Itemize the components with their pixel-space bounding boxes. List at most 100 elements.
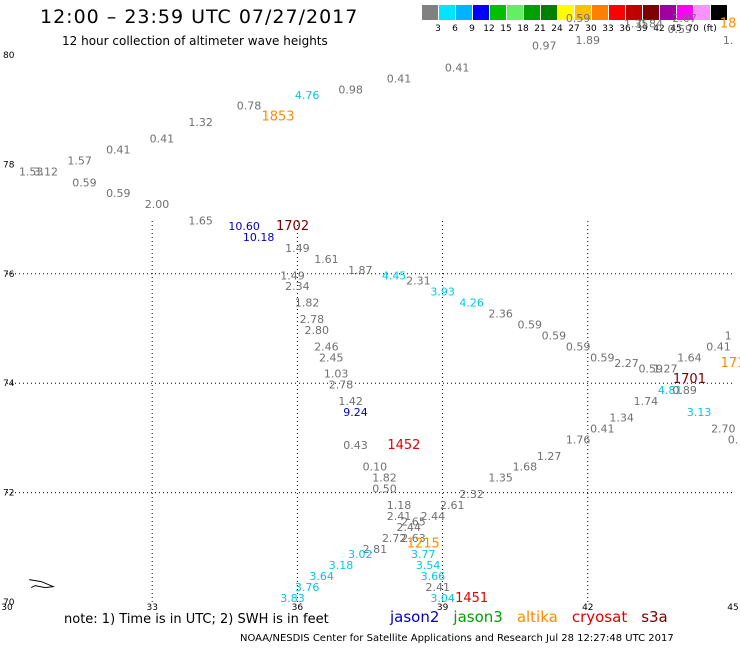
scale-label: 18 xyxy=(517,24,529,34)
y-tick-label: 70 xyxy=(3,598,15,608)
x-tick-label: 30 xyxy=(1,603,13,613)
swh-value: 2.65 xyxy=(401,515,426,528)
swh-value: 2.78 xyxy=(300,313,325,326)
scale-swatch xyxy=(592,5,608,20)
swh-value: 2.44 xyxy=(421,510,446,523)
swh-value: 1.03 xyxy=(324,368,349,381)
swh-value: 1.35 xyxy=(488,472,513,485)
scale-label: 24 xyxy=(551,24,563,34)
swh-value: 2.27 xyxy=(614,357,639,370)
swh-value: 3.02 xyxy=(348,548,373,561)
swh-value: 1. xyxy=(723,34,734,47)
swh-value: 0.78 xyxy=(237,100,262,113)
scale-swatch xyxy=(558,5,574,20)
swh-value: 0.59 xyxy=(590,351,615,364)
swh-value: 1.35 xyxy=(624,18,649,31)
scale-label: 70 xyxy=(687,24,699,34)
swh-value: 0.97 xyxy=(532,40,557,53)
x-tick-label: 45 xyxy=(727,603,738,613)
swh-value: 3.13 xyxy=(687,406,712,419)
scale-swatch xyxy=(541,5,557,20)
swh-value: 1.61 xyxy=(314,253,339,266)
satellite-legend: jason2 jason3 altika cryosat s3a xyxy=(390,608,682,626)
swh-value: 2.70 xyxy=(711,422,736,435)
swh-value: 9.24 xyxy=(343,406,368,419)
swh-value: 1.89 xyxy=(576,34,601,47)
y-tick-label: 78 xyxy=(3,160,15,170)
y-tick-label: 76 xyxy=(3,270,15,280)
scale-swatch xyxy=(507,5,523,20)
y-tick-label: 74 xyxy=(3,379,15,389)
pass-time-label: 1452 xyxy=(387,438,420,453)
swh-value: 1.76 xyxy=(566,433,591,446)
scale-swatch xyxy=(439,5,455,20)
chart-title: 12:00 – 23:59 UTC 07/27/2017 xyxy=(40,6,359,28)
swh-value: 2.72 xyxy=(382,532,407,545)
swh-value: 3.64 xyxy=(309,570,334,583)
swh-value: 4.81 xyxy=(658,384,683,397)
swh-value: 2.41 xyxy=(426,581,451,594)
swh-value: 4.45 xyxy=(382,269,407,282)
pass-time-label: 18 xyxy=(720,17,737,32)
pass-time-label: 1215 xyxy=(407,536,440,551)
scale-label: 30 xyxy=(585,24,597,34)
swh-value: 0.59 xyxy=(106,187,131,200)
scale-label: 15 xyxy=(500,24,512,34)
swh-value: 0.98 xyxy=(338,83,363,96)
scale-label: 45 xyxy=(670,24,682,34)
scale-label: 27 xyxy=(568,24,580,34)
swh-value: 3.04 xyxy=(430,592,455,605)
swh-value: 1.42 xyxy=(338,395,363,408)
swh-value: 0.89 xyxy=(672,384,697,397)
swh-value: 10.60 xyxy=(228,220,260,233)
swh-value: 3.18 xyxy=(329,559,354,572)
scale-label: 6 xyxy=(452,24,458,34)
swh-value: 1.32 xyxy=(188,116,213,129)
swh-value: 0.41 xyxy=(590,422,615,435)
swh-value: 0.59 xyxy=(638,362,663,375)
swh-value: 10.18 xyxy=(243,231,275,244)
satellite-cryosat: cryosat xyxy=(571,608,628,626)
scale-label: 42 xyxy=(653,24,665,34)
pass-time-label: 1701 xyxy=(673,372,706,387)
swh-value: 4.76 xyxy=(295,89,320,102)
y-tick-label: 72 xyxy=(3,489,14,499)
coastline-mark xyxy=(29,579,56,589)
footnote: note: 1) Time is in UTC; 2) SWH is in fe… xyxy=(64,612,329,627)
pass-time-label: 1853 xyxy=(261,110,294,125)
swh-value: 3.77 xyxy=(411,548,436,561)
pass-time-label: 1451 xyxy=(455,591,488,606)
scale-swatch xyxy=(626,5,642,20)
swh-value: 0.84 xyxy=(638,18,663,31)
swh-value: 2.78 xyxy=(329,379,354,392)
scale-swatch xyxy=(422,5,438,20)
swh-value: 1.49 xyxy=(285,242,310,255)
swh-value: 1.34 xyxy=(609,411,634,424)
swh-value: 2.31 xyxy=(406,275,431,288)
swh-value: 0.41 xyxy=(706,340,731,353)
swh-value: 2.44 xyxy=(396,521,421,534)
swh-value: 2.34 xyxy=(285,280,310,293)
scale-label: 9 xyxy=(469,24,475,34)
swh-value: 2.45 xyxy=(319,351,344,364)
swh-value: 0.43 xyxy=(343,439,368,452)
swh-value: 3.93 xyxy=(430,286,455,299)
swh-value: 1.27 xyxy=(537,450,562,463)
swh-value: 1.82 xyxy=(295,297,320,310)
swh-value: 0.41 xyxy=(150,133,175,146)
scale-swatch xyxy=(694,5,710,20)
x-tick-label: 39 xyxy=(437,603,449,613)
swh-value: 2.61 xyxy=(440,499,465,512)
swh-value: 3.76 xyxy=(295,581,320,594)
satellite-jason3: jason3 xyxy=(453,608,503,626)
x-tick-label: 36 xyxy=(292,603,304,613)
swh-value: 1.49 xyxy=(280,269,305,282)
swh-value: 3.66 xyxy=(421,570,446,583)
satellite-s3a: s3a xyxy=(641,608,668,626)
swh-value: 1.82 xyxy=(372,472,397,485)
swh-value: 0.41 xyxy=(445,61,470,74)
swh-value: 0.59 xyxy=(566,340,591,353)
swh-value: 2.32 xyxy=(459,488,484,501)
x-tick-label: 42 xyxy=(582,603,593,613)
